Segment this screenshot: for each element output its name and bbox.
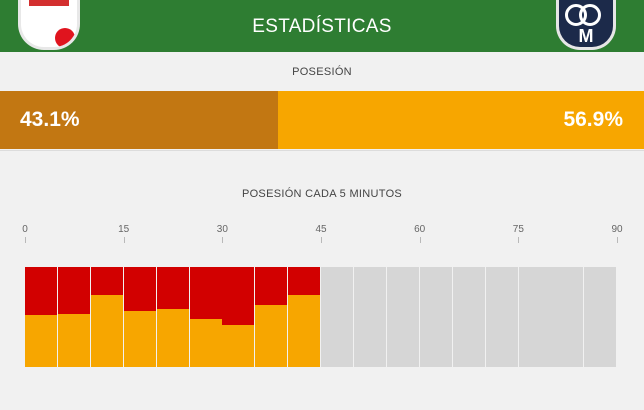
timeline-block-10 (321, 267, 353, 367)
timeline-block-2 (58, 267, 90, 367)
timeline-block-4 (124, 267, 156, 367)
tick-label-15: 15 (118, 224, 130, 235)
timeline-block-3 (91, 267, 123, 367)
tick-mark (321, 237, 322, 243)
away-share-fill (288, 295, 320, 367)
tick-mark (617, 237, 618, 243)
header-title: ESTADÍSTICAS (252, 16, 392, 37)
home-share-fill (222, 267, 254, 325)
timeline-block-1 (25, 267, 57, 367)
timeline-block-12 (387, 267, 419, 367)
away-share-fill (58, 314, 90, 367)
home-share-fill (58, 267, 90, 314)
tick-mark (222, 237, 223, 243)
away-team-crest-icon: M (556, 0, 616, 50)
tick-mark (420, 237, 421, 243)
tick-mark (25, 237, 26, 243)
away-possession-bar: 56.9% (278, 91, 644, 149)
away-share-fill (255, 305, 287, 367)
home-share-fill (157, 267, 189, 309)
timeline-block-8 (255, 267, 287, 367)
tick-label-90: 90 (611, 224, 623, 235)
away-share-fill (91, 295, 123, 367)
home-share-fill (25, 267, 57, 315)
timeline-block-9 (288, 267, 320, 367)
timeline-block-18 (584, 267, 616, 367)
away-share-fill (157, 309, 189, 367)
stats-header: ESTADÍSTICAS M (0, 0, 644, 52)
away-share-fill (190, 319, 222, 367)
tick-label-0: 0 (22, 224, 28, 235)
tick-mark (124, 237, 125, 243)
home-share-fill (255, 267, 287, 305)
timeline-block-7 (222, 267, 254, 367)
timeline-block-13 (420, 267, 452, 367)
away-share-fill (222, 325, 254, 367)
home-team-crest-icon (18, 0, 80, 50)
home-possession-value: 43.1% (20, 108, 80, 131)
section-divider (0, 150, 644, 151)
away-crest-letter: M (578, 26, 594, 46)
tick-label-75: 75 (512, 224, 524, 235)
away-share-fill (25, 315, 57, 367)
home-possession-bar: 43.1% (0, 91, 278, 149)
timeline-block-16 (519, 267, 551, 367)
timeline-label: POSESIÓN CADA 5 MINUTOS (241, 188, 403, 200)
timeline-block-14 (453, 267, 485, 367)
tick-label-60: 60 (414, 224, 426, 235)
home-share-fill (91, 267, 123, 295)
tick-label-30: 30 (216, 224, 228, 235)
timeline-block-17 (551, 267, 583, 367)
timeline-block-15 (486, 267, 518, 367)
away-share-fill (124, 311, 156, 367)
timeline-block-5 (157, 267, 189, 367)
timeline-block-6 (190, 267, 222, 367)
home-share-fill (190, 267, 222, 319)
home-share-fill (124, 267, 156, 311)
possession-label: POSESIÓN (292, 66, 352, 78)
timeline-block-11 (354, 267, 386, 367)
away-possession-value: 56.9% (563, 108, 623, 131)
home-share-fill (288, 267, 320, 295)
tick-label-45: 45 (315, 224, 327, 235)
tick-mark (518, 237, 519, 243)
